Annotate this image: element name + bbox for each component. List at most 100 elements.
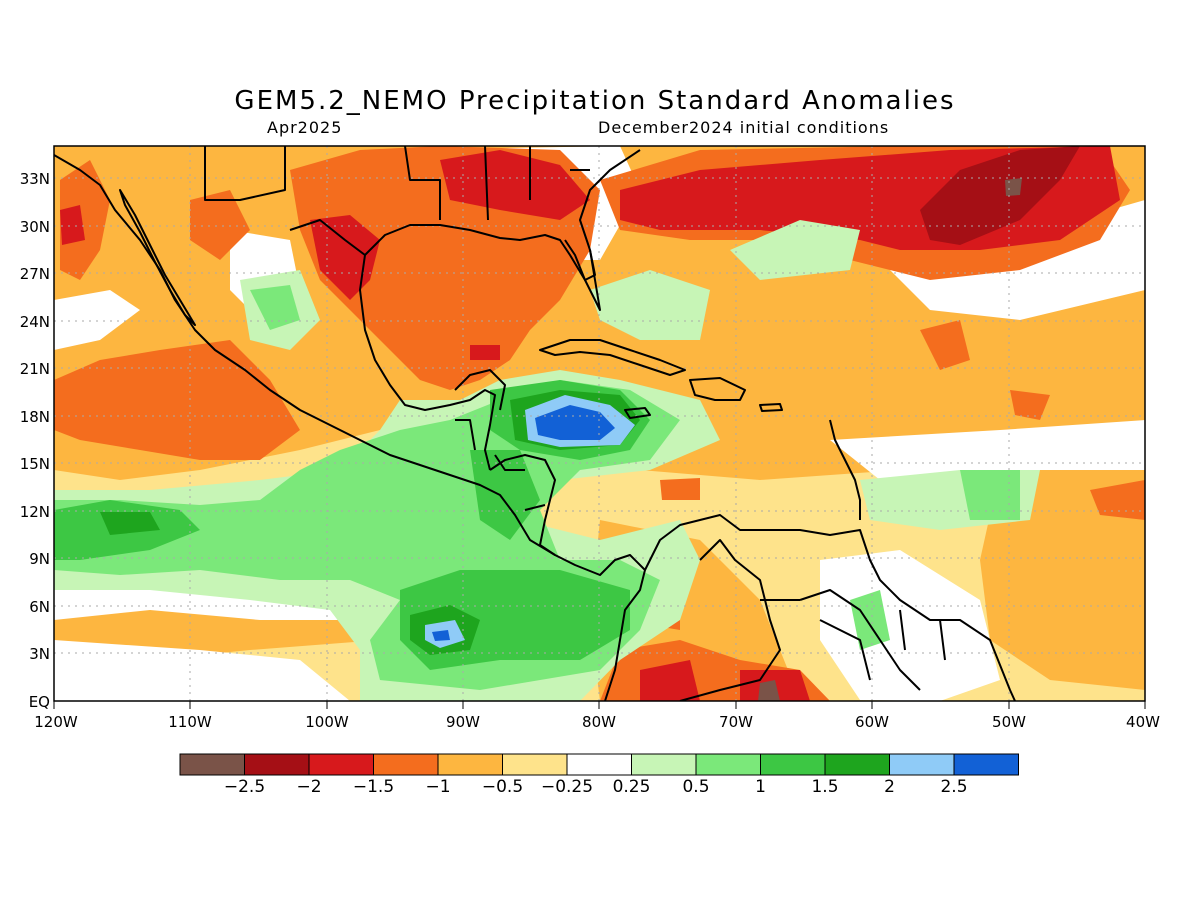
lon-label: 110W (168, 713, 212, 731)
field-blue (535, 405, 615, 440)
field-brown-1 (1005, 178, 1022, 196)
colorbar-swatch (373, 753, 439, 776)
lat-label: 3N (29, 645, 50, 663)
colorbar-swatch (824, 753, 890, 776)
colorbar-label: 1 (755, 777, 766, 797)
axis-ticks (53, 701, 1146, 709)
field-deep-orange-nw (60, 160, 110, 280)
lat-label: 6N (29, 598, 50, 616)
field-white-8 (54, 640, 350, 701)
lon-label: 90W (446, 713, 480, 731)
colorbar-label: 0.5 (682, 777, 710, 797)
border-us-mexico (204, 146, 286, 201)
lat-label: 18N (20, 408, 50, 426)
colorbar-label: 2.5 (940, 777, 968, 797)
colorbar-swatch (695, 753, 761, 776)
graticule (54, 146, 1145, 701)
initial-conditions: December2024 initial conditions (598, 118, 890, 137)
field-deep-orange-blob2 (1090, 480, 1145, 520)
forecast-month: Apr2025 (267, 118, 343, 137)
coastline-gulf (289, 149, 641, 281)
lat-label: 30N (20, 218, 50, 236)
colorbar-swatch (760, 753, 826, 776)
coastline-puerto-rico (759, 403, 783, 412)
colorbar-swatch (437, 753, 503, 776)
field-white-5 (830, 420, 1145, 480)
coastline-guianas (799, 589, 921, 691)
field-green-north (250, 285, 300, 330)
coastline-south-america (644, 514, 1016, 701)
colorbar-label: −1.5 (352, 777, 395, 797)
colorbar (179, 753, 1019, 776)
field-red-south (640, 660, 700, 701)
lon-labels: 120W 110W 100W 90W 80W 70W 60W 50W 40W (34, 713, 1160, 731)
coastline-lesser-antilles (829, 419, 861, 520)
lat-label: 27N (20, 265, 50, 283)
field-red-nw (60, 205, 85, 245)
field-deep-orange-blob1 (920, 320, 970, 370)
lat-label: 9N (29, 550, 50, 568)
lat-labels: 33N 30N 27N 24N 21N 18N 15N 12N 9N 6N 3N… (20, 170, 50, 711)
colorbar-swatch (631, 753, 697, 776)
field-blue-2 (432, 630, 450, 641)
field-white-1 (54, 290, 140, 350)
lon-label: 120W (34, 713, 78, 731)
lat-label: 12N (20, 503, 50, 521)
field-red-southeast (440, 150, 590, 220)
colorbar-label: 0.25 (612, 777, 651, 797)
colorbar-swatch (308, 753, 374, 776)
lon-label: 50W (992, 713, 1026, 731)
coastlines (54, 146, 1016, 701)
colorbar-swatch (566, 753, 632, 776)
lat-label: 24N (20, 313, 50, 331)
lat-label: 15N (20, 455, 50, 473)
coastline-hispaniola (689, 377, 746, 401)
lat-label: 21N (20, 360, 50, 378)
colorbar-swatch (244, 753, 310, 776)
border-central-am (455, 419, 546, 511)
colorbar-swatch (889, 753, 955, 776)
colorbar-label: 1.5 (811, 777, 839, 797)
map-title: GEM5.2_NEMO Precipitation Standard Anoma… (234, 86, 956, 116)
field-light-green-atl (730, 220, 860, 280)
field-deep-orange-pacific (54, 340, 300, 460)
border-us-states (404, 146, 590, 221)
field-brown-2 (758, 680, 780, 701)
colorbar-label: −2 (296, 777, 322, 797)
lon-label: 100W (305, 713, 349, 731)
colorbar-label: −1 (425, 777, 451, 797)
coastline-florida (564, 239, 601, 311)
colorbar-label: −2.5 (223, 777, 266, 797)
colorbar-swatch (502, 753, 568, 776)
lon-label: 80W (582, 713, 616, 731)
anomaly-field (54, 146, 1145, 701)
field-deep-orange-blob5 (1010, 390, 1050, 420)
coastline-cuba (539, 339, 686, 376)
coastline-central-am (489, 454, 556, 556)
colorbar-label: 2 (884, 777, 895, 797)
coastline-venezuela-inner (679, 539, 781, 701)
border-south-america (760, 599, 946, 681)
field-deep-orange-nw2 (190, 190, 250, 260)
colorbar-swatch (953, 753, 1019, 776)
coastline-jamaica (624, 407, 651, 419)
field-green-east (960, 470, 1020, 520)
lon-label: 40W (1126, 713, 1160, 731)
colorbar-swatch (179, 753, 245, 776)
field-mid-green-4 (470, 450, 540, 540)
lat-label: EQ (29, 693, 50, 711)
field-dark-red-atlantic (920, 146, 1080, 245)
lon-label: 70W (719, 713, 753, 731)
field-deep-orange-blob3 (660, 478, 700, 500)
field-dark-green-2 (100, 512, 160, 535)
colorbar-label: −0.25 (540, 777, 594, 797)
coastline-gulf-west (359, 254, 496, 471)
lon-label: 60W (855, 713, 889, 731)
field-light-green-bahamas (590, 270, 710, 340)
field-red-gulf-blob (470, 345, 500, 360)
field-green-east2 (850, 590, 890, 650)
colorbar-label: −0.5 (481, 777, 524, 797)
lat-label: 33N (20, 170, 50, 188)
coastline-yucatan (454, 369, 506, 411)
